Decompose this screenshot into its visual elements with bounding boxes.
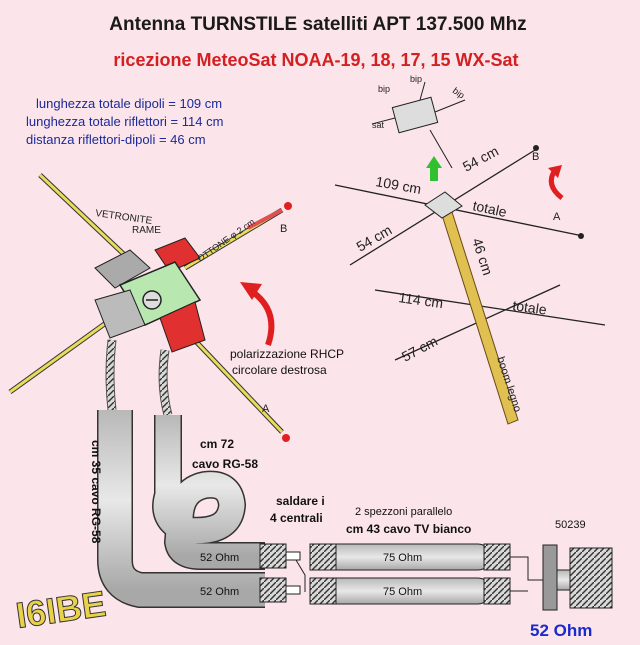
label-output-52ohm: 52 Ohm xyxy=(530,621,592,640)
label-totale-1: totale xyxy=(471,197,508,220)
label-cm35: cm 35 cavo RG-58 xyxy=(89,440,103,544)
label-polarization-1: polarizzazione RHCP xyxy=(230,347,344,361)
label-75ohm-top: 75 Ohm xyxy=(383,552,422,564)
label-sat: sat xyxy=(372,120,385,130)
label-b-left: B xyxy=(280,223,287,235)
label-ottone: OTTONE φ 2 cm xyxy=(195,217,256,264)
rotation-arrow-left xyxy=(248,287,275,346)
label-a-left: A xyxy=(262,403,270,415)
label-52ohm-top: 52 Ohm xyxy=(200,552,239,564)
title-text: Antenna TURNSTILE satelliti APT 137.500 … xyxy=(109,14,526,35)
label-75ohm-bottom: 75 Ohm xyxy=(383,586,422,598)
callsign-logo: I6IBE xyxy=(13,583,108,636)
turnstile-hub-drawing xyxy=(8,173,292,442)
label-saldare-2: 4 centrali xyxy=(270,511,323,525)
label-saldare-1: saldare i xyxy=(276,494,325,508)
label-polarization-2: circolare destrosa xyxy=(232,363,327,377)
label-52ohm-bottom: 52 Ohm xyxy=(200,586,239,598)
label-code: 50239 xyxy=(555,519,586,531)
spec-line-3: distanza riflettori-dipoli = 46 cm xyxy=(26,132,206,147)
label-a-right: A xyxy=(553,211,561,223)
spec-line-1: lunghezza totale dipoli = 109 cm xyxy=(36,96,222,111)
turnstile-geometry-drawing xyxy=(334,81,606,425)
label-spezzoni-1: 2 spezzoni parallelo xyxy=(355,506,452,518)
label-bip-1: bip xyxy=(378,84,390,94)
label-rg58-loop: cavo RG-58 xyxy=(192,457,258,471)
label-bip-2: bip xyxy=(410,74,422,84)
label-46cm: 46 cm xyxy=(469,236,496,277)
feed-cables xyxy=(97,410,613,611)
label-109cm: 109 cm xyxy=(374,173,422,197)
spec-line-2: lunghezza totale riflettori = 114 cm xyxy=(26,114,223,129)
label-b-right: B xyxy=(532,151,539,163)
subtitle-text: ricezione MeteoSat NOAA-19, 18, 17, 15 W… xyxy=(113,50,518,70)
label-totale-2: totale xyxy=(512,297,548,318)
label-cm72: cm 72 xyxy=(200,437,234,451)
label-rame: RAME xyxy=(132,225,161,236)
label-114cm: 114 cm xyxy=(398,289,445,311)
label-54cm-top: 54 cm xyxy=(460,143,501,175)
label-57cm: 57 cm xyxy=(399,333,440,365)
label-bip-3: bip xyxy=(451,85,467,100)
label-spezzoni-2: cm 43 cavo TV bianco xyxy=(346,522,471,536)
